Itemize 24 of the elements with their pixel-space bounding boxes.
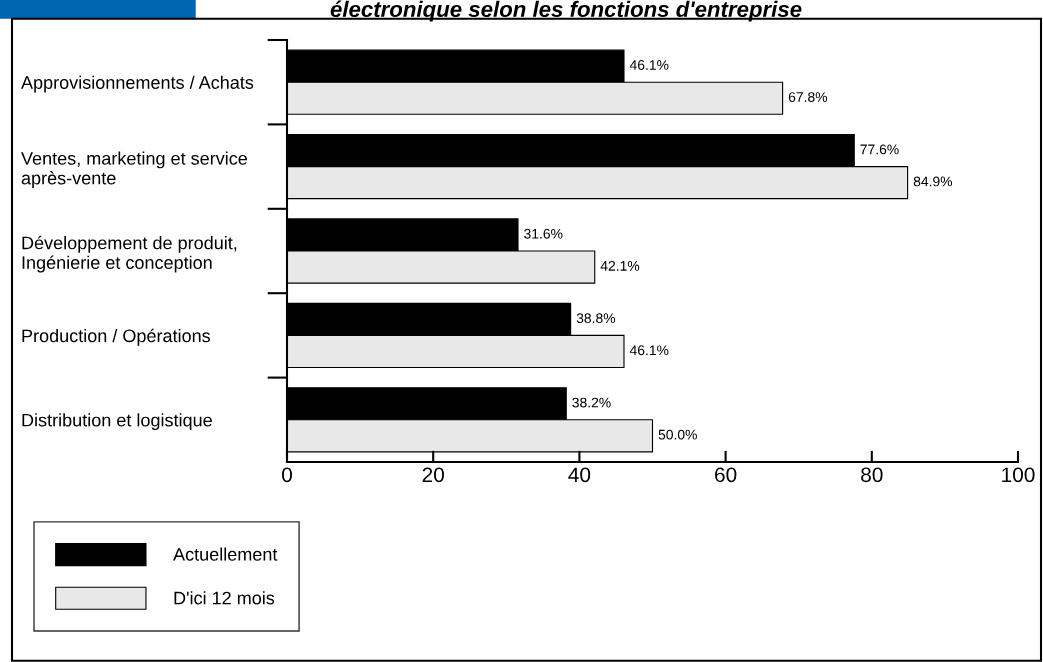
data-label: 38.8%: [576, 313, 616, 324]
y-tick-label: Distribution et logistique: [22, 413, 212, 431]
y-tick-label: Ventes, marketing et service après-vente: [21, 151, 248, 189]
y-tick-label: Production / Opérations: [22, 328, 211, 346]
data-label: 46.1%: [629, 345, 669, 356]
data-label: 46.1%: [629, 60, 669, 70]
x-tick-label: 80: [861, 467, 883, 483]
data-label: 67.8%: [788, 92, 828, 102]
data-label: 31.6%: [524, 228, 563, 239]
y-tick-label: Développement de produit, Ingénierie et conception: [22, 235, 237, 273]
x-tick-label: 100: [1002, 467, 1035, 483]
data-label: 38.2%: [572, 397, 611, 408]
data-label: 84.9%: [913, 176, 953, 187]
data-label: 50.0%: [658, 429, 697, 440]
y-tick-label: Approvisionnements / Achats: [21, 75, 254, 93]
x-tick-label: 0: [282, 467, 292, 483]
chart-title: électronique selon les fonctions d'entreprise: [330, 0, 802, 22]
legend-label: D'ici 12 mois: [174, 591, 275, 605]
legend-label: Actuellement: [173, 547, 278, 561]
x-tick-label: 60: [715, 467, 737, 483]
x-tick-label: 40: [568, 467, 591, 483]
data-label: 42.1%: [600, 260, 640, 271]
x-tick-label: 20: [422, 467, 444, 483]
data-label: 77.6%: [860, 144, 899, 155]
